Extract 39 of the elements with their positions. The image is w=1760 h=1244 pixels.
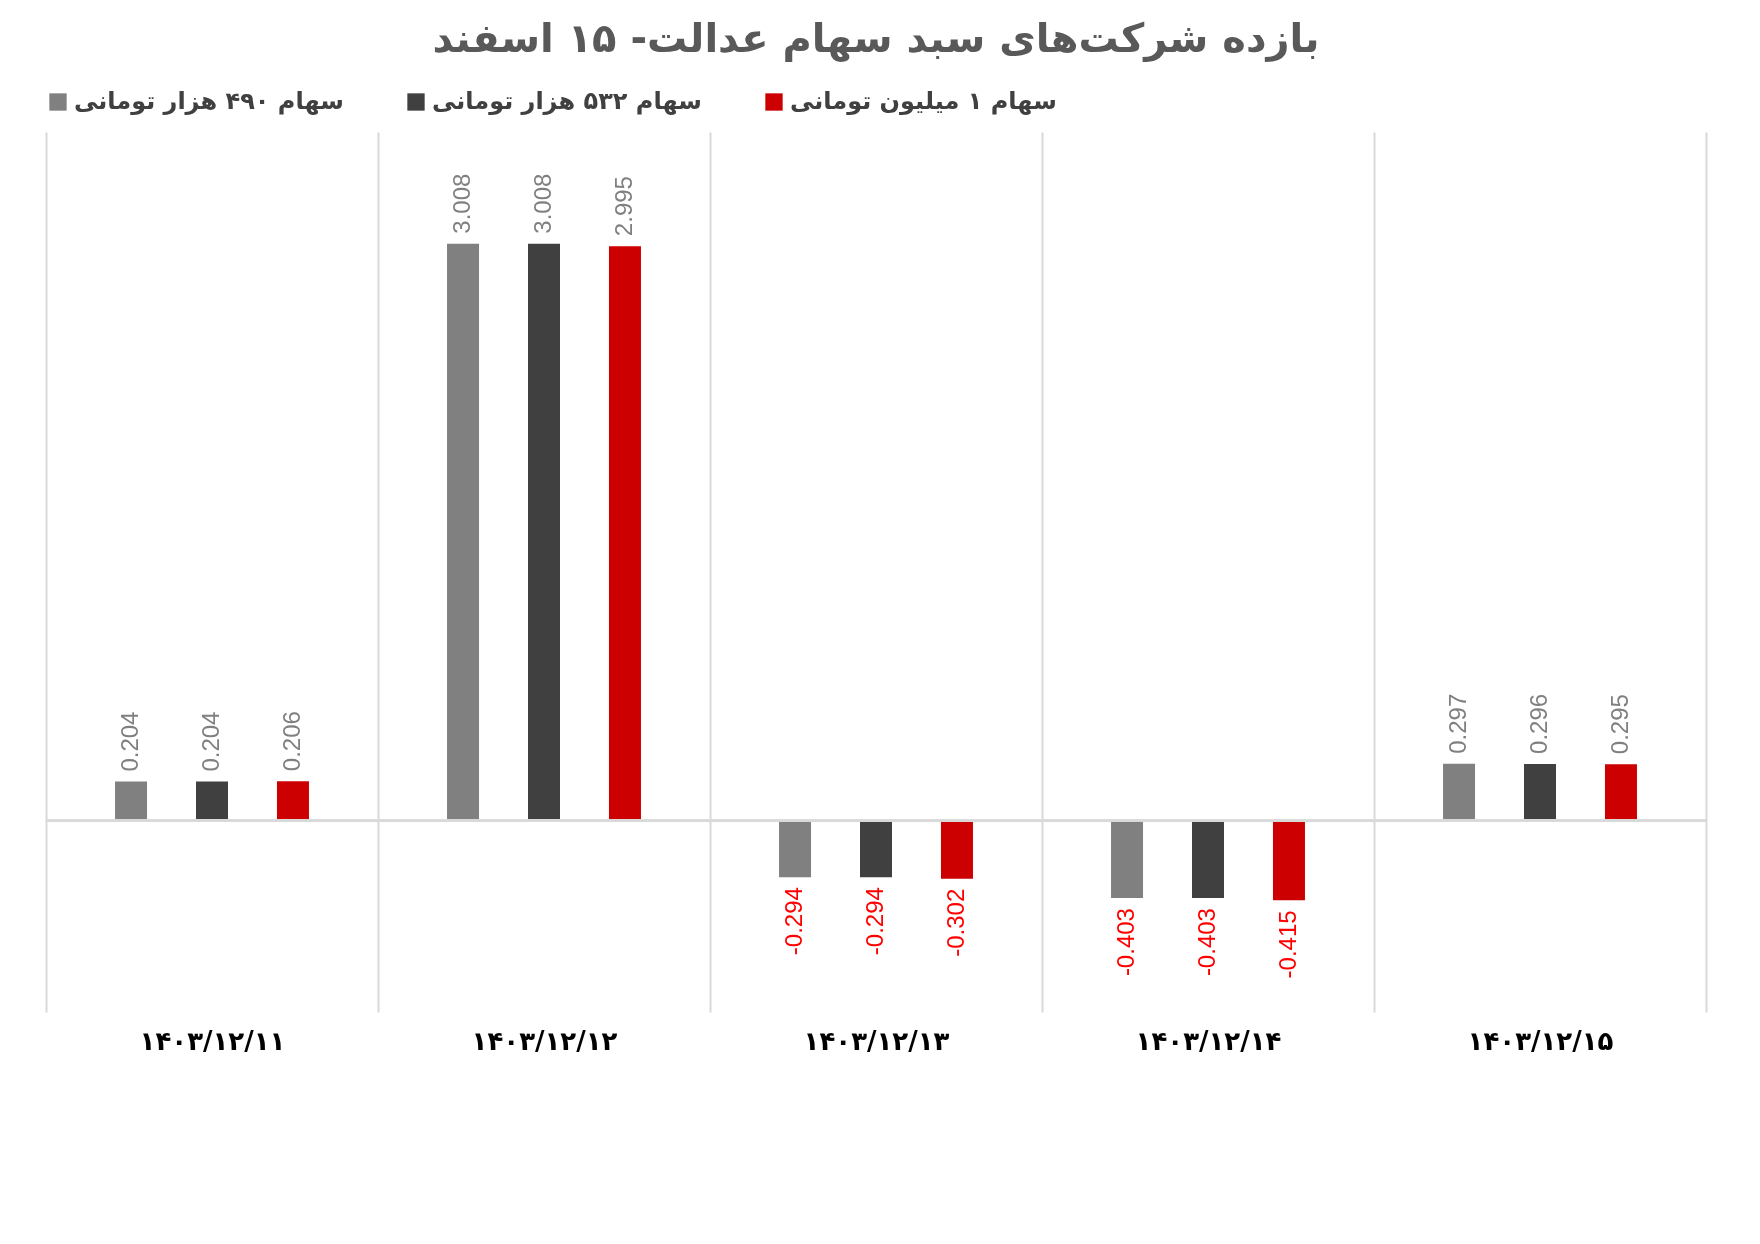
bar (447, 243, 480, 821)
x-tick-label: ۱۴۰۳/۱۲/۱۳ (803, 1025, 950, 1056)
bar (196, 781, 228, 821)
chart-title: بازده شرکت‌های سبد سهام عدالت- ۱۵ اسفند (432, 15, 1320, 62)
bar (940, 820, 973, 879)
data-label: 0.295 (1605, 694, 1633, 755)
bar (276, 781, 309, 821)
data-label: 0.204 (197, 711, 224, 772)
data-label: -0.403 (1112, 908, 1140, 977)
legend-label: سهام ۴۹۰ هزار تومانی (74, 87, 344, 115)
bar (1111, 820, 1144, 899)
data-label: 2.995 (609, 176, 637, 237)
data-label: -0.403 (1193, 908, 1220, 977)
x-tick-label: ۱۴۰۳/۱۲/۱۵ (1467, 1025, 1614, 1056)
data-label: -0.302 (941, 888, 969, 957)
x-tick-label: ۱۴۰۳/۱۲/۱۲ (471, 1025, 618, 1056)
x-tick-label: ۱۴۰۳/۱۲/۱۱ (139, 1025, 286, 1056)
data-label: 0.204 (116, 711, 144, 772)
bar (860, 820, 892, 878)
data-label: -0.294 (780, 887, 808, 956)
bar (528, 243, 560, 821)
bar (1192, 820, 1224, 899)
legend-label: سهام ۱ میلیون تومانی (790, 87, 1057, 115)
bar (1524, 763, 1556, 821)
bar (779, 820, 812, 878)
bar (1272, 820, 1305, 901)
bar (1604, 764, 1637, 821)
data-label: -0.415 (1273, 910, 1301, 979)
data-label: 3.008 (529, 173, 556, 234)
data-label: -0.294 (861, 887, 888, 956)
x-tick-label: ۱۴۰۳/۱۲/۱۴ (1135, 1025, 1282, 1056)
bar (608, 246, 641, 821)
data-label: 0.206 (277, 711, 305, 772)
bar (1443, 763, 1476, 821)
legend-label: سهام ۵۳۲ هزار تومانی (432, 87, 702, 115)
data-label: 0.297 (1444, 693, 1472, 754)
bar (115, 781, 148, 821)
data-label: 3.008 (448, 173, 476, 234)
data-label: 0.296 (1525, 693, 1552, 754)
